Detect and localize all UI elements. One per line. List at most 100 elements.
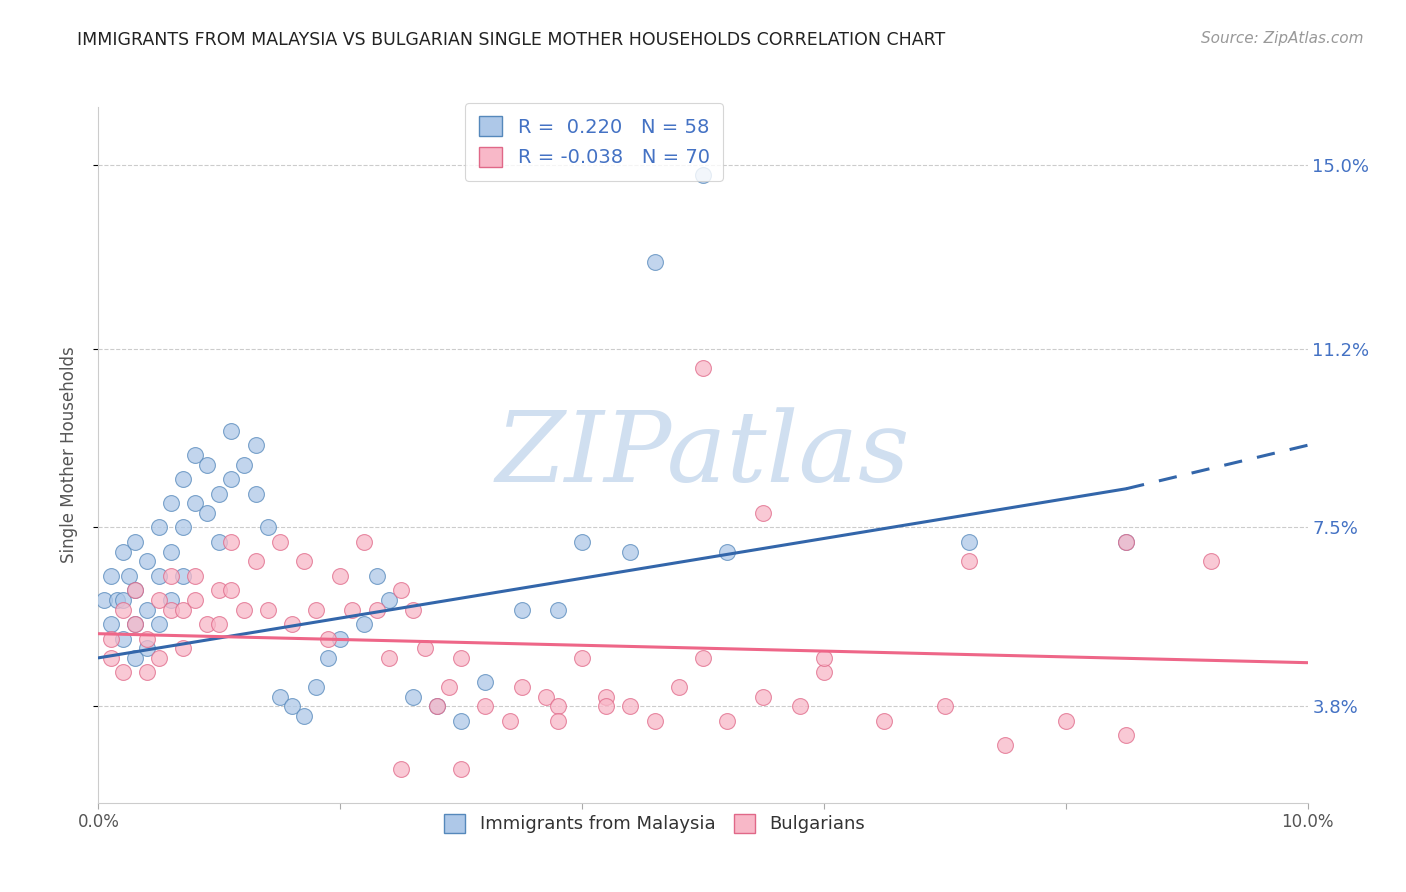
Point <box>595 690 617 704</box>
Point <box>716 544 738 558</box>
Point <box>789 699 811 714</box>
Point <box>305 602 328 616</box>
Point <box>498 714 520 728</box>
Point <box>184 592 207 607</box>
Point <box>571 651 593 665</box>
Point <box>413 641 436 656</box>
Point <box>547 699 569 714</box>
Point <box>1199 554 1222 568</box>
Point <box>124 583 146 598</box>
Point <box>256 602 278 616</box>
Point <box>366 568 388 582</box>
Point <box>172 472 194 486</box>
Point <box>474 699 496 714</box>
Point <box>93 592 115 607</box>
Point <box>547 714 569 728</box>
Point <box>124 535 146 549</box>
Point <box>135 665 157 680</box>
Point <box>208 535 231 549</box>
Point <box>160 496 183 510</box>
Point <box>534 690 557 704</box>
Point <box>510 680 533 694</box>
Point <box>292 554 315 568</box>
Text: IMMIGRANTS FROM MALAYSIA VS BULGARIAN SINGLE MOTHER HOUSEHOLDS CORRELATION CHART: IMMIGRANTS FROM MALAYSIA VS BULGARIAN SI… <box>77 31 946 49</box>
Point <box>124 617 146 632</box>
Point <box>105 592 128 607</box>
Point <box>342 602 364 616</box>
Point <box>957 554 980 568</box>
Point <box>957 535 980 549</box>
Point <box>353 617 375 632</box>
Point <box>135 641 157 656</box>
Legend: Immigrants from Malaysia, Bulgarians: Immigrants from Malaysia, Bulgarians <box>434 805 875 842</box>
Point <box>292 708 315 723</box>
Point <box>232 602 254 616</box>
Point <box>124 651 146 665</box>
Point <box>160 568 183 582</box>
Point <box>994 738 1017 752</box>
Point <box>752 690 775 704</box>
Point <box>111 544 134 558</box>
Point <box>402 690 425 704</box>
Point <box>172 568 194 582</box>
Point <box>934 699 956 714</box>
Point <box>160 602 183 616</box>
Point <box>245 438 267 452</box>
Point <box>135 632 157 646</box>
Point <box>245 554 267 568</box>
Point <box>148 520 170 534</box>
Point <box>547 602 569 616</box>
Point <box>172 520 194 534</box>
Text: ZIPatlas: ZIPatlas <box>496 408 910 502</box>
Point <box>366 602 388 616</box>
Point <box>571 535 593 549</box>
Point <box>148 568 170 582</box>
Point <box>184 568 207 582</box>
Point <box>221 583 243 598</box>
Point <box>813 665 835 680</box>
Point <box>595 699 617 714</box>
Point <box>692 168 714 182</box>
Point <box>644 254 666 268</box>
Point <box>135 602 157 616</box>
Point <box>100 617 122 632</box>
Point <box>184 496 207 510</box>
Point <box>221 424 243 438</box>
Y-axis label: Single Mother Households: Single Mother Households <box>59 347 77 563</box>
Point <box>619 699 641 714</box>
Point <box>100 651 122 665</box>
Point <box>269 535 291 549</box>
Point <box>402 602 425 616</box>
Point <box>644 714 666 728</box>
Point <box>281 699 304 714</box>
Point <box>474 675 496 690</box>
Point <box>208 583 231 598</box>
Point <box>208 617 231 632</box>
Point <box>118 568 141 582</box>
Point <box>1054 714 1077 728</box>
Point <box>329 568 352 582</box>
Point <box>752 506 775 520</box>
Point <box>148 617 170 632</box>
Point <box>1115 535 1137 549</box>
Point <box>377 651 399 665</box>
Point <box>135 554 157 568</box>
Point <box>692 651 714 665</box>
Point <box>389 762 412 776</box>
Point <box>389 583 412 598</box>
Point <box>111 602 134 616</box>
Point <box>377 592 399 607</box>
Point <box>221 472 243 486</box>
Point <box>184 448 207 462</box>
Point <box>160 592 183 607</box>
Point <box>172 602 194 616</box>
Point <box>353 535 375 549</box>
Point <box>1115 535 1137 549</box>
Point <box>619 544 641 558</box>
Point <box>281 617 304 632</box>
Point <box>1115 728 1137 742</box>
Point <box>716 714 738 728</box>
Point <box>269 690 291 704</box>
Point <box>111 665 134 680</box>
Point <box>450 714 472 728</box>
